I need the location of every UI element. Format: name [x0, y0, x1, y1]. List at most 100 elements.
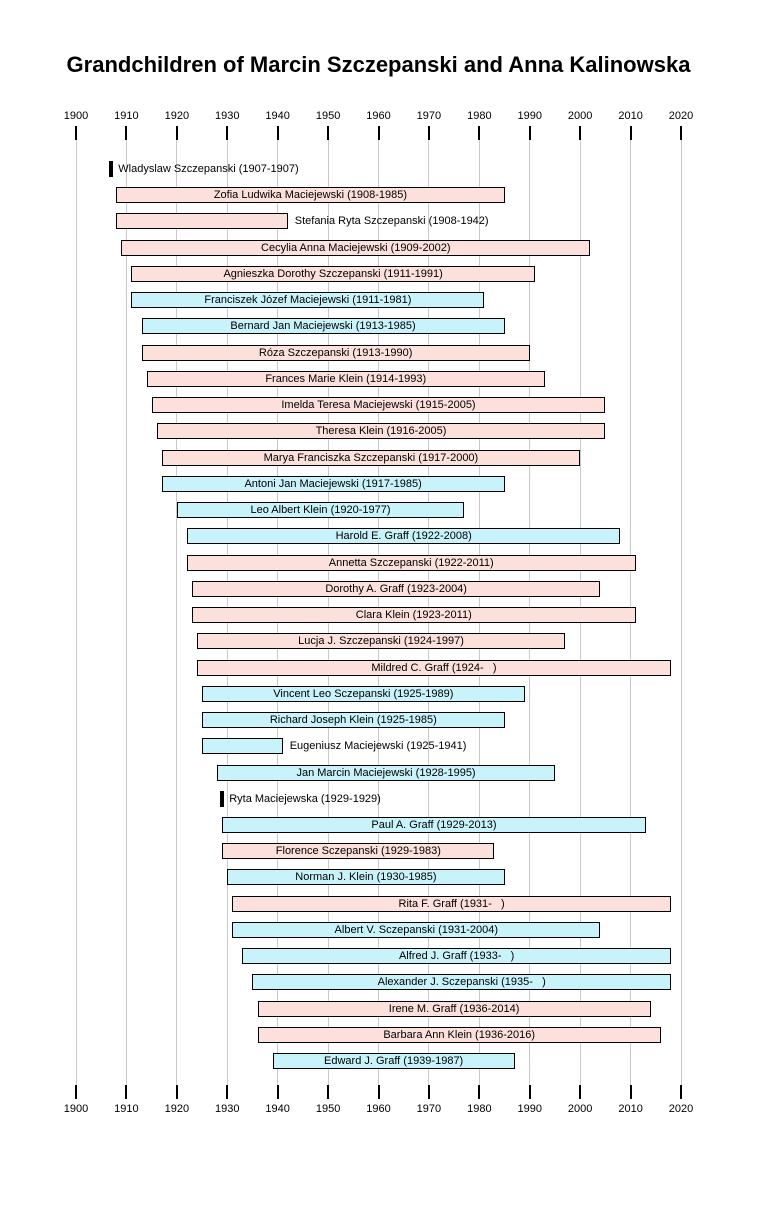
timeline-bar-label: Ryta Maciejewska (1929-1929)	[229, 792, 381, 805]
axis-year-label-top: 1950	[315, 110, 341, 122]
axis-tick-bottom	[478, 1085, 481, 1099]
axis-year-label-top: 1980	[467, 110, 492, 122]
gridline	[75, 140, 77, 1085]
timeline-bar: Antoni Jan Maciejewski (1917-1985)	[161, 475, 505, 492]
axis-tick-bottom	[680, 1085, 682, 1099]
axis-tick-bottom	[226, 1085, 229, 1099]
timeline-bar: Róza Szczepanski (1913-1990)	[141, 344, 530, 361]
timeline-bar: Cecylia Anna Maciejewski (1909-2002)	[121, 239, 591, 256]
timeline-bar: Annetta Szczepanski (1922-2011)	[186, 554, 636, 571]
timeline-bar-label: Róza Szczepanski (1913-1990)	[258, 346, 413, 359]
axis-tick-top	[377, 126, 380, 140]
timeline-bar-label: Theresa Klein (1916-2005)	[315, 425, 447, 438]
axis-tick-top	[528, 126, 531, 140]
axis-tick-top	[276, 126, 279, 140]
axis-tick-top	[327, 126, 330, 140]
axis-year-label-bottom: 1920	[164, 1103, 190, 1115]
timeline-bar: Irene M. Graff (1936-2014)	[257, 1000, 651, 1017]
timeline-bar: Florence Sczepanski (1929-1983)	[222, 843, 495, 860]
timeline-bar: Barbara Ann Klein (1936-2016)	[257, 1026, 661, 1043]
axis-year-label-bottom: 2010	[618, 1103, 643, 1115]
axis-tick-top	[478, 126, 481, 140]
axis-year-label-bottom: 1910	[114, 1103, 139, 1115]
timeline-bar: Zofia Ludwika Maciejewski (1908-1985)	[116, 187, 505, 204]
timeline-bar-label: Clara Klein (1923-2011)	[355, 609, 472, 622]
axis-tick-bottom	[125, 1085, 128, 1099]
axis-tick-top	[579, 126, 582, 140]
timeline-bar: Jan Marcin Maciejewski (1928-1995)	[217, 764, 555, 781]
timeline-bar-label: Bernard Jan Maciejewski (1913-1985)	[230, 320, 416, 333]
timeline-bar-label: Edward J. Graff (1939-1987)	[324, 1055, 464, 1068]
axis-tick-top	[226, 126, 229, 140]
timeline-bar: Lucja J. Szczepanski (1924-1997)	[197, 633, 566, 650]
timeline-bar-label: Leo Albert Klein (1920-1977)	[250, 504, 391, 517]
timeline-bar-label: Zofia Ludwika Maciejewski (1908-1985)	[213, 189, 408, 202]
timeline-bar-label: Irene M. Graff (1936-2014)	[388, 1002, 520, 1015]
timeline-bar-label: Rita F. Graff (1931- )	[398, 897, 505, 910]
timeline-bar: Paul A. Graff (1929-2013)	[222, 817, 646, 833]
axis-tick-bottom	[276, 1085, 279, 1099]
axis-tick-top	[680, 126, 682, 140]
timeline-bar: Theresa Klein (1916-2005)	[156, 423, 606, 440]
timeline-bar-label: Stefania Ryta Szczepanski (1908-1942)	[294, 215, 489, 228]
timeline-bar: Bernard Jan Maciejewski (1913-1985)	[141, 318, 505, 335]
axis-tick-bottom	[427, 1085, 430, 1099]
timeline-bar: Edward J. Graff (1939-1987)	[272, 1053, 515, 1070]
chart-title: Grandchildren of Marcin Szczepanski and …	[66, 52, 691, 77]
axis-year-label-bottom: 1950	[315, 1103, 341, 1115]
timeline-bar-label: Marya Franciszka Szczepanski (1917-2000)	[263, 451, 479, 464]
axis-year-label-top: 1920	[164, 110, 190, 122]
timeline-bar: Marya Franciszka Szczepanski (1917-2000)	[161, 449, 581, 466]
axis-year-label-bottom: 1940	[265, 1103, 290, 1115]
axis-tick-top	[629, 126, 632, 140]
axis-year-label-bottom: 1960	[366, 1103, 391, 1115]
axis-tick-top	[75, 126, 77, 140]
timeline-bar	[202, 738, 283, 755]
axis-tick-bottom	[629, 1085, 632, 1099]
axis-year-label-bottom: 2000	[567, 1103, 593, 1115]
axis-year-label-top: 1970	[416, 110, 442, 122]
timeline-bar-label: Florence Sczepanski (1929-1983)	[275, 845, 441, 858]
gridline	[176, 140, 178, 1085]
axis-year-label-top: 2020	[668, 110, 694, 122]
gridline	[680, 140, 682, 1085]
timeline-bar: Richard Joseph Klein (1925-1985)	[202, 712, 505, 729]
axis-year-label-top: 1990	[517, 110, 542, 122]
timeline-bar-label: Cecylia Anna Maciejewski (1909-2002)	[261, 241, 451, 254]
axis-tick-bottom	[528, 1085, 531, 1099]
axis-tick-bottom	[327, 1085, 330, 1099]
timeline-bar: Alexander J. Sczepanski (1935- )	[252, 974, 671, 991]
timeline-bar-label: Richard Joseph Klein (1925-1985)	[269, 714, 437, 727]
timeline-bar: Vincent Leo Sczepanski (1925-1989)	[202, 685, 525, 702]
timeline-bar-label: Lucja J. Szczepanski (1924-1997)	[298, 635, 464, 648]
axis-year-label-bottom: 1980	[467, 1103, 492, 1115]
axis-year-label-top: 1930	[215, 110, 240, 122]
timeline-bar: Harold E. Graff (1922-2008)	[186, 528, 621, 545]
timeline-bar-label: Franciszek Józef Maciejewski (1911-1981)	[204, 294, 412, 307]
timeline-bar-label: Alfred J. Graff (1933- )	[398, 950, 515, 963]
axis-tick-bottom	[175, 1085, 178, 1099]
timeline-bar-label: Mildred C. Graff (1924- )	[371, 661, 497, 674]
axis-year-label-top: 1900	[63, 110, 89, 122]
timeline-bar: Rita F. Graff (1931- )	[232, 895, 671, 912]
timeline-bar: Albert V. Sczepanski (1931-2004)	[232, 921, 601, 938]
timeline-bar-label: Frances Marie Klein (1914-1993)	[265, 372, 427, 385]
axis-year-label-bottom: 1900	[63, 1103, 89, 1115]
timeline-bar-label: Dorothy A. Graff (1923-2004)	[325, 582, 467, 595]
axis-year-label-bottom: 1990	[517, 1103, 542, 1115]
timeline-bar-label: Albert V. Sczepanski (1931-2004)	[334, 923, 499, 936]
zero-duration-marker	[220, 790, 225, 807]
timeline-bar: Agnieszka Dorothy Szczepanski (1911-1991…	[131, 265, 535, 282]
timeline-bar: Leo Albert Klein (1920-1977)	[176, 502, 465, 519]
timeline-bar-label: Agnieszka Dorothy Szczepanski (1911-1991…	[223, 267, 443, 280]
timeline-bar-label: Annetta Szczepanski (1922-2011)	[328, 556, 494, 569]
timeline-bar: Frances Marie Klein (1914-1993)	[146, 370, 545, 387]
timeline-bar	[116, 213, 288, 230]
timeline-bar-label: Wladyslaw Szczepanski (1907-1907)	[118, 163, 299, 175]
timeline-bar: Franciszek Józef Maciejewski (1911-1981)	[131, 292, 485, 309]
axis-tick-bottom	[75, 1085, 77, 1099]
timeline-bar-label: Jan Marcin Maciejewski (1928-1995)	[296, 766, 476, 779]
timeline-bar-label: Vincent Leo Sczepanski (1925-1989)	[273, 687, 454, 700]
axis-year-label-top: 2010	[618, 110, 643, 122]
